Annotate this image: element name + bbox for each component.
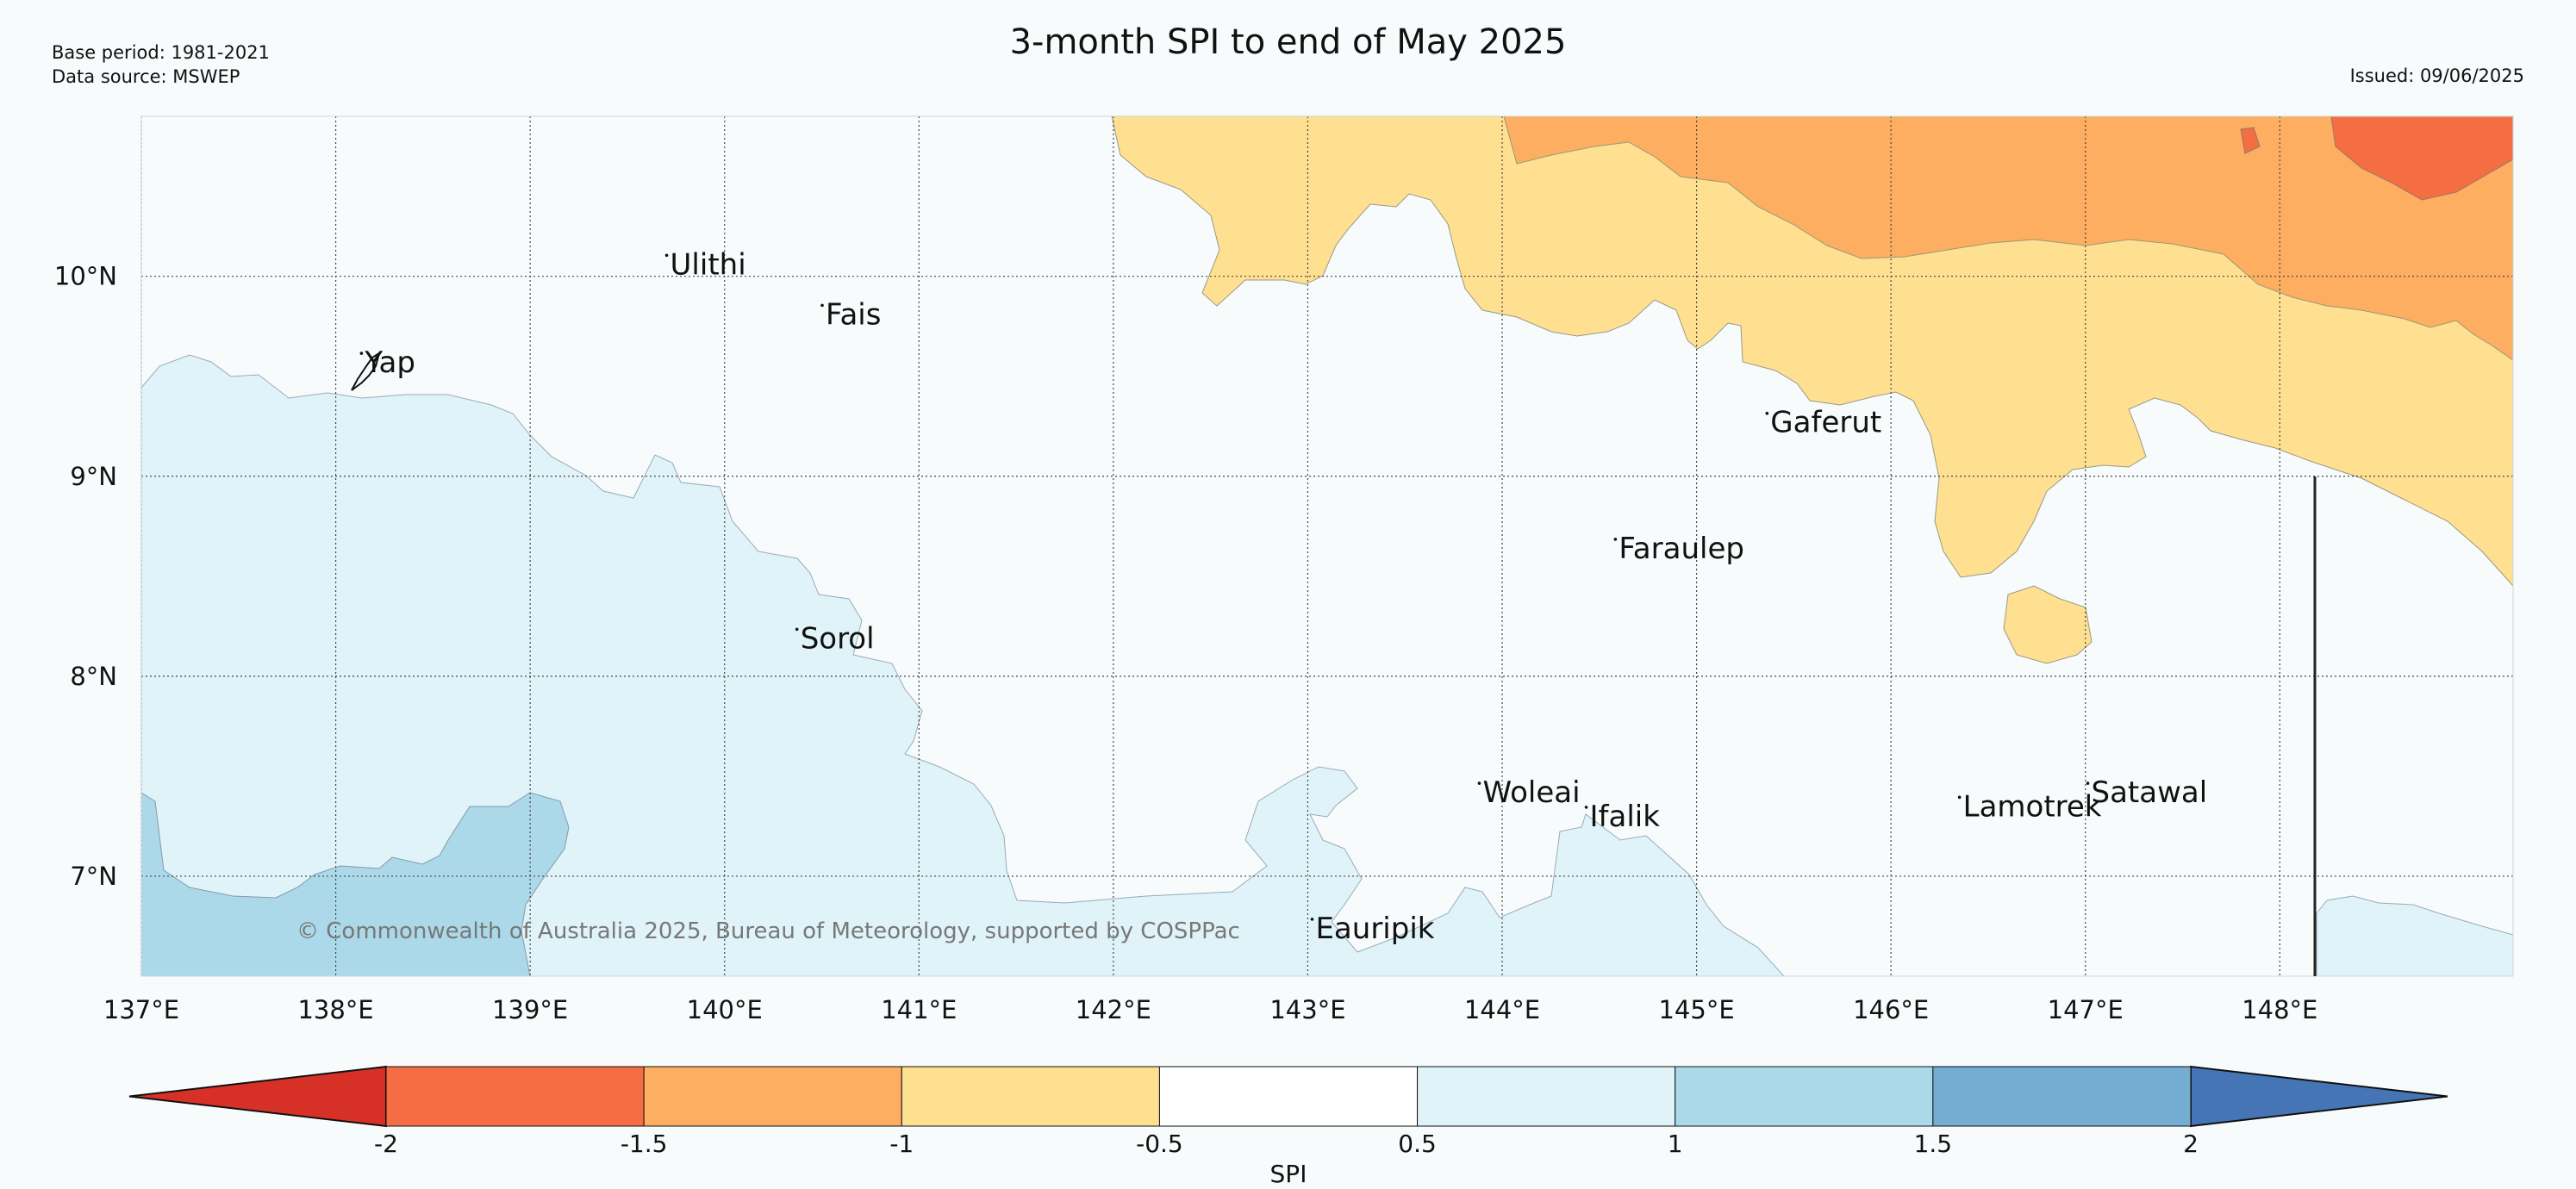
lon-tick-label: 144°E (1464, 995, 1540, 1024)
place-label-faraulep: Faraulep (1619, 532, 1744, 566)
colorbar-segment (643, 1066, 902, 1127)
lat-tick-label: 8°N (70, 662, 117, 691)
data-source: Data source: MSWEP (52, 66, 240, 87)
colorbar-segment (1158, 1066, 1419, 1127)
lon-tick-label: 138°E (297, 995, 373, 1024)
place-marker (359, 352, 364, 355)
place-label-fais: Fais (826, 297, 881, 332)
lon-tick-label: 148°E (2242, 995, 2317, 1024)
lon-tick-label: 140°E (687, 995, 763, 1024)
colorbar-tick-label: 1 (1668, 1130, 1683, 1158)
place-marker (820, 303, 824, 308)
base-period: Base period: 1981-2021 (52, 42, 270, 63)
colorbar-segment (901, 1066, 1160, 1127)
colorbar-extend-low (128, 1065, 387, 1128)
place-label-ifalik: Ifalik (1590, 800, 1661, 834)
spi-region-dry-strong (2330, 116, 2513, 201)
colorbar-tick-label: -1.5 (621, 1130, 668, 1158)
colorbar-tick-label: 0.5 (1398, 1130, 1437, 1158)
place-label-sorol: Sorol (801, 621, 875, 656)
place-marker (1957, 795, 1962, 800)
place-label-lamotrek: Lamotrek (1963, 789, 2102, 824)
lat-tick-label: 10°N (54, 262, 117, 291)
place-marker (2086, 781, 2090, 785)
place-label-ulithi: Ulithi (671, 247, 746, 282)
place-label-woleai: Woleai (1482, 775, 1580, 810)
issued-date: Issued: 09/06/2025 (2349, 65, 2524, 86)
lon-tick-label: 145°E (1658, 995, 1734, 1024)
place-marker (1477, 781, 1481, 785)
colorbar-tick-label: 2 (2183, 1130, 2199, 1158)
lon-tick-label: 137°E (103, 995, 179, 1024)
lon-tick-label: 141°E (881, 995, 957, 1024)
lon-tick-label: 147°E (2048, 995, 2124, 1024)
yap-island (351, 351, 381, 391)
colorbar-segment (385, 1066, 645, 1127)
lon-tick-label: 146°E (1853, 995, 1929, 1024)
lon-tick-label: 142°E (1076, 995, 1151, 1024)
colorbar-tick-label: -2 (374, 1130, 398, 1158)
map-area (141, 116, 2513, 976)
spi-region-dry-patch (2003, 585, 2093, 664)
colorbar-tick-label: -0.5 (1136, 1130, 1183, 1158)
colorbar-label: SPI (1270, 1160, 1307, 1188)
copyright: © Commonwealth of Australia 2025, Bureau… (296, 918, 1240, 944)
colorbar-segment (1675, 1066, 1934, 1127)
place-marker (1765, 411, 1769, 415)
lon-tick-label: 143°E (1269, 995, 1345, 1024)
lat-tick-label: 7°N (70, 862, 117, 891)
place-marker (1613, 538, 1618, 541)
place-label-eauripik: Eauripik (1315, 912, 1434, 946)
map-title: 3-month SPI to end of May 2025 (1009, 22, 1567, 62)
place-marker (664, 253, 669, 258)
colorbar-segment (1932, 1066, 2192, 1127)
lon-tick-label: 139°E (492, 995, 568, 1024)
place-label-yap: Yap (364, 345, 415, 380)
spi-region-dry-strong-small (2240, 127, 2261, 154)
place-marker (795, 627, 799, 632)
colorbar-extend-high (2190, 1065, 2448, 1128)
spi-region-wet-medium (141, 792, 570, 976)
place-label-satawal: Satawal (2092, 775, 2208, 810)
colorbar-tick-label: 1.5 (1914, 1130, 1953, 1158)
map-frame (140, 115, 2514, 977)
place-marker (1584, 806, 1588, 809)
spi-region-wet-east (2316, 895, 2513, 976)
spi-region-dry-medium (1503, 116, 2513, 361)
colorbar-segment (1417, 1066, 1676, 1127)
lat-tick-label: 9°N (70, 462, 117, 491)
colorbar-tick-label: -1 (889, 1130, 914, 1158)
colorbar: -2 -1.5 -1 -0.5 0.5 1 1.5 2 SPI (128, 1065, 2448, 1188)
place-label-gaferut: Gaferut (1770, 406, 1881, 440)
place-marker (1310, 918, 1314, 921)
